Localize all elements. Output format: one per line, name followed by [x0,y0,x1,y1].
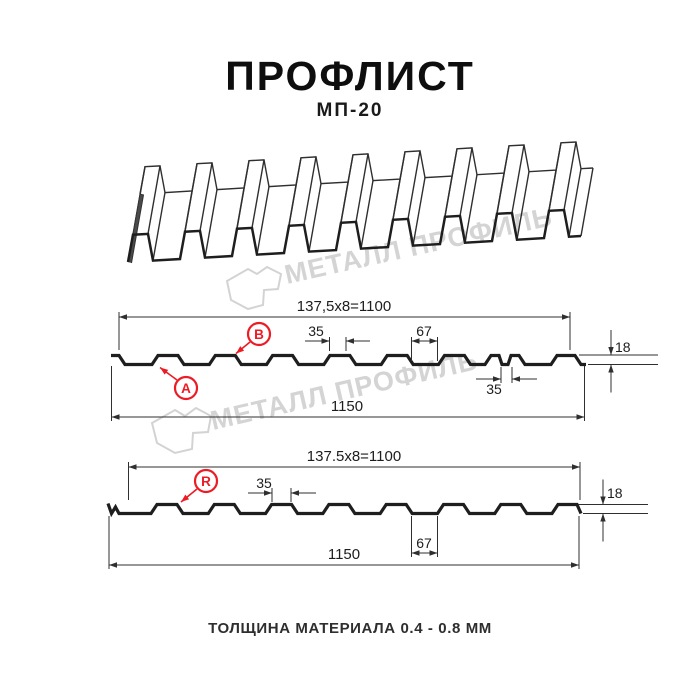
watermark-lower: МЕТАЛЛ ПРОФИЛЬ [150,345,481,455]
dim-valley: 67 [416,323,432,339]
profile-model-subtitle: МП-20 [316,100,384,121]
dim-rib-top: 35 [256,475,272,491]
dim-valley: 67 [416,535,432,551]
side-label-a: A [173,375,199,401]
dimension-lines [108,312,658,569]
cross-section-side-ab [111,353,586,367]
page-title: ПРОФЛИСТ [225,53,475,99]
side-label-r: R [193,468,219,494]
side-label-a-letter: A [181,381,191,396]
side-label-b-letter: B [254,327,264,342]
cross-section-side-r [106,502,583,518]
sheet-3d-view [126,141,594,264]
red-leader-lines [159,341,251,503]
side-label-r-letter: R [201,474,211,489]
metall-profil-logo-icon [150,406,213,455]
material-thickness-caption: ТОЛЩИНА МАТЕРИАЛА 0.4 - 0.8 ММ [208,620,492,637]
dim-height: 18 [607,485,623,501]
dim-overall-width: 1150 [328,546,360,563]
metall-profil-logo-icon [225,265,283,311]
watermark-upper: МЕТАЛЛ ПРОФИЛЬ [225,201,555,311]
dim-height: 18 [615,339,631,355]
dim-overall-width: 1150 [331,398,363,415]
dim-rib-top: 35 [308,323,324,339]
side-label-b: B [246,321,272,347]
dim-pitch-top: 137.5x8=1100 [307,448,401,465]
dim-pitch-top: 137,5x8=1100 [297,298,391,315]
watermark-text: МЕТАЛЛ ПРОФИЛЬ [208,345,481,436]
dim-slot: 35 [486,381,502,397]
